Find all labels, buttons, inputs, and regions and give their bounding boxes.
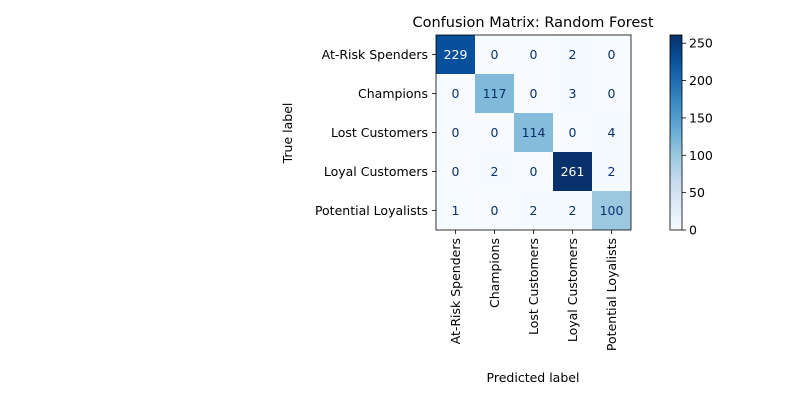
colorbar-tick-label: 50	[689, 185, 705, 200]
x-tick-label: Loyal Customers	[565, 238, 580, 342]
cell-value-label: 261	[561, 164, 585, 179]
heatmap-cell	[475, 74, 514, 113]
heatmap-cell	[436, 35, 475, 74]
heatmap-cell	[475, 191, 514, 230]
colorbar: 0 50 100 150 200 250	[669, 34, 713, 238]
cell-value-label: 117	[483, 86, 507, 101]
colorbar-tick-label: 150	[689, 110, 713, 125]
heatmap-cell	[592, 74, 631, 113]
colorbar-tick-label: 0	[689, 223, 697, 238]
cell-value-label: 0	[452, 125, 460, 140]
heatmap-cell-labels: 229 0 0 2 0 0 117 0 3 0 0 0 114 0 4 0 2 0 261 2 1 0 2 2 100	[444, 47, 624, 218]
cell-value-label: 0	[608, 86, 616, 101]
heatmap-cell	[436, 152, 475, 191]
heatmap-cell	[553, 152, 592, 191]
cell-value-label: 2	[491, 164, 499, 179]
cell-value-label: 3	[569, 86, 577, 101]
heatmap-cell	[475, 35, 514, 74]
cell-value-label: 0	[608, 47, 616, 62]
heatmap-cell	[475, 113, 514, 152]
y-tick-label: Champions	[358, 86, 428, 101]
heatmap-cell	[514, 113, 553, 152]
x-axis-label: Predicted label	[487, 370, 580, 385]
cell-value-label: 229	[444, 47, 468, 62]
colorbar-tick-label: 100	[689, 148, 713, 163]
heatmap-cell	[592, 152, 631, 191]
cell-value-label: 0	[530, 47, 538, 62]
cell-value-label: 2	[530, 203, 538, 218]
y-tick-label: Lost Customers	[331, 125, 428, 140]
heatmap-cell	[553, 191, 592, 230]
cell-value-label: 2	[569, 47, 577, 62]
cell-value-label: 0	[491, 125, 499, 140]
heatmap-cell	[514, 74, 553, 113]
cell-value-label: 0	[491, 47, 499, 62]
heatmap-cell	[592, 35, 631, 74]
y-tick-label: Potential Loyalists	[315, 203, 428, 218]
x-tick-label: Champions	[487, 238, 502, 308]
heatmap-cell	[436, 191, 475, 230]
cell-value-label: 100	[600, 203, 624, 218]
heatmap-cells	[435, 34, 632, 231]
y-axis-label: True label	[280, 103, 295, 165]
cell-value-label: 0	[530, 164, 538, 179]
cell-value-label: 0	[530, 86, 538, 101]
cell-value-label: 0	[569, 125, 577, 140]
heatmap-cell	[592, 191, 631, 230]
y-axis: At-Risk Spenders Champions Lost Customers L…	[315, 47, 436, 218]
heatmap-cell	[553, 113, 592, 152]
cell-value-label: 0	[452, 86, 460, 101]
cell-value-label: 2	[608, 164, 616, 179]
cell-value-label: 0	[491, 203, 499, 218]
heatmap-cell	[475, 152, 514, 191]
heatmap-cell	[553, 74, 592, 113]
colorbar-tick-label: 250	[689, 36, 713, 51]
colorbar-gradient	[669, 34, 683, 231]
x-axis: At-Risk Spenders Champions Lost Customers L…	[448, 230, 619, 351]
heatmap-cell	[436, 113, 475, 152]
cell-value-label: 1	[452, 203, 460, 218]
x-tick-label: Potential Loyalists	[604, 238, 619, 351]
heatmap-cell	[436, 74, 475, 113]
heatmap-cell	[514, 191, 553, 230]
y-tick-label: Loyal Customers	[324, 164, 428, 179]
x-tick-label: At-Risk Spenders	[448, 238, 463, 344]
y-tick-label: At-Risk Spenders	[322, 47, 428, 62]
colorbar-tick-label: 200	[689, 73, 713, 88]
chart-title: Confusion Matrix: Random Forest	[412, 15, 653, 31]
x-tick-label: Lost Customers	[526, 238, 541, 335]
cell-value-label: 2	[569, 203, 577, 218]
heatmap-cell	[514, 35, 553, 74]
cell-value-label: 0	[452, 164, 460, 179]
heatmap-cell	[592, 113, 631, 152]
cell-value-label: 114	[522, 125, 546, 140]
heatmap-cell	[514, 152, 553, 191]
cell-value-label: 4	[608, 125, 616, 140]
heatmap-cell	[553, 35, 592, 74]
